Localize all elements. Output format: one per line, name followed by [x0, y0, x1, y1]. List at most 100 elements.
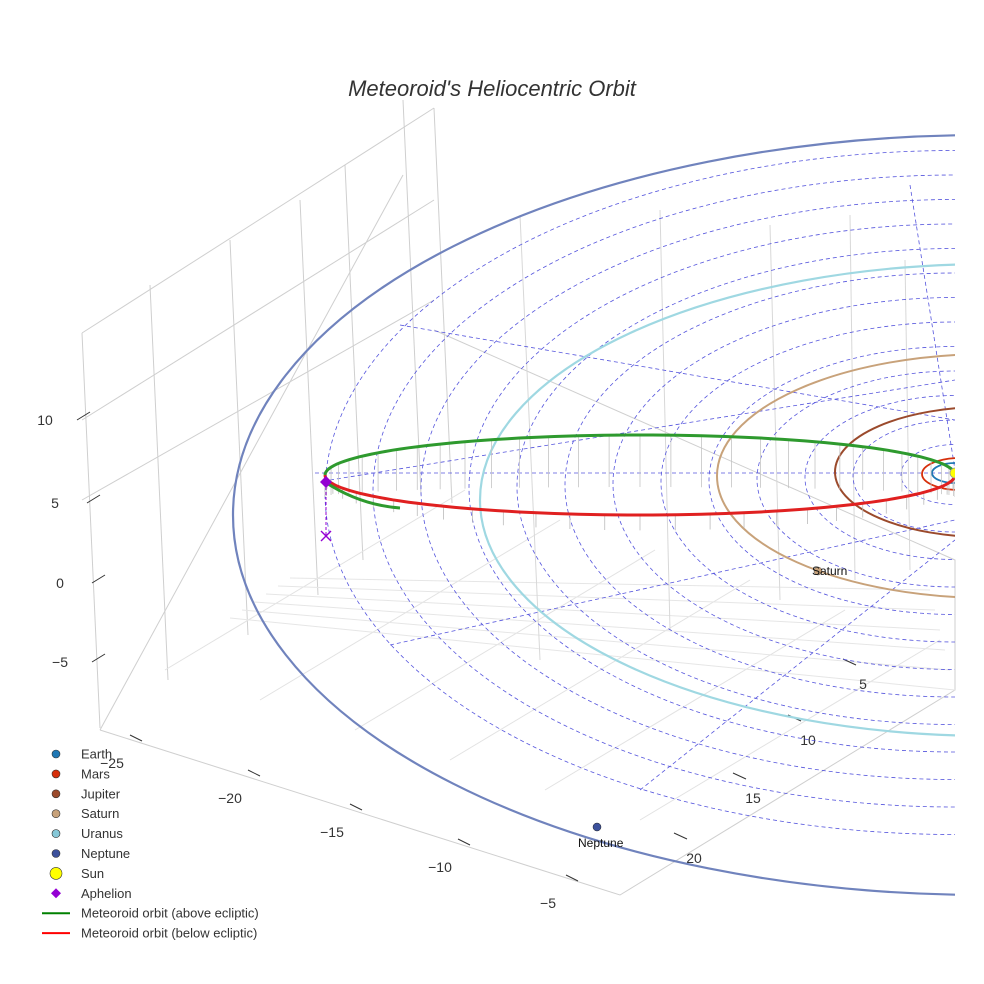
- legend-label: Jupiter: [81, 786, 121, 801]
- guide-line: [909, 184, 955, 471]
- legend-marker: [49, 867, 63, 880]
- y-tick-label: 5: [859, 676, 867, 692]
- grid-line: [253, 601, 946, 651]
- y-tick-label: 15: [745, 790, 761, 806]
- x-tick-label: −20: [218, 790, 242, 806]
- legend: Earth Mars Jupiter Saturn Uranus Neptune Sun Ap…: [42, 747, 259, 941]
- grid-line: [229, 239, 249, 636]
- x-tick-label: −15: [320, 824, 344, 840]
- meteoroid-above-path: [323, 433, 955, 476]
- legend-label: Mars: [81, 766, 110, 781]
- distance-guides: [315, 150, 955, 835]
- grid-line: [433, 107, 453, 504]
- guide-ellipse: [612, 297, 955, 670]
- z-tick-mark: [86, 494, 101, 504]
- guide-ellipse: [660, 321, 955, 643]
- legend-label: Saturn: [81, 806, 119, 821]
- z-tick-label: 5: [51, 495, 59, 511]
- x-tick-label: −10: [428, 859, 452, 875]
- z-tick-label: −5: [52, 654, 68, 670]
- legend-marker: [51, 888, 61, 899]
- saturn-orbit: [716, 354, 955, 598]
- grid-line: [81, 299, 435, 501]
- guide-line: [399, 324, 955, 421]
- guide-ellipse: [372, 174, 955, 808]
- grid-line: [259, 519, 561, 701]
- z-tick-label: 10: [37, 412, 53, 428]
- aphelion-projection-marker: [320, 530, 332, 542]
- mars-orbit: [921, 457, 955, 491]
- legend-label: Meteoroid orbit (above ecliptic): [81, 906, 259, 921]
- grid-line: [81, 332, 101, 729]
- x-tick-label: −5: [540, 895, 556, 911]
- legend-label: Meteoroid orbit (below ecliptic): [81, 926, 257, 941]
- guide-line: [389, 519, 955, 646]
- legend-marker: [51, 749, 61, 759]
- x-tick-label: −25: [100, 755, 124, 771]
- grid-line: [81, 199, 435, 421]
- meteoroid-below-path: [323, 474, 955, 517]
- jupiter-orbit: [834, 407, 955, 537]
- uranus-orbit: [479, 263, 955, 737]
- legend-marker: [51, 769, 61, 779]
- saturn-label: Saturn: [812, 564, 847, 578]
- x-tick-mark: [349, 803, 363, 811]
- earth-orbit: [931, 462, 955, 484]
- z-tick-mark: [91, 574, 106, 584]
- grid-line: [639, 639, 941, 821]
- meteoroid-above-path-tail: [324, 480, 401, 510]
- grid-line: [265, 593, 941, 631]
- guide-line: [639, 539, 955, 791]
- grid-line: [904, 259, 911, 571]
- x-tick-mark: [565, 874, 579, 882]
- guide-ellipse: [420, 199, 955, 780]
- legend-label: Neptune: [81, 846, 130, 861]
- guide-line: [329, 379, 955, 481]
- chart-title: Meteoroid's Heliocentric Orbit: [348, 76, 637, 101]
- planet-labels: Saturn Neptune: [578, 564, 847, 850]
- guide-ellipse: [852, 419, 955, 533]
- legend-marker: [51, 829, 61, 838]
- grid-line: [149, 284, 169, 681]
- grid-line: [277, 585, 936, 611]
- grid-line: [449, 579, 751, 761]
- z-tick-mark: [91, 653, 106, 663]
- x-tick-mark: [457, 838, 471, 846]
- saturn-point: [813, 566, 823, 576]
- grid-line: [241, 609, 951, 671]
- z-tick-label: 0: [56, 575, 64, 591]
- orbit-markers: [320, 467, 955, 832]
- legend-marker: [51, 809, 61, 819]
- grid-edge: [99, 329, 956, 896]
- grid-line: [849, 214, 856, 581]
- meteoroid-orbit: [323, 433, 955, 517]
- legend-label: Aphelion: [81, 886, 132, 901]
- guide-ellipse: [900, 444, 955, 505]
- legend-label: Uranus: [81, 826, 123, 841]
- legend-label: Sun: [81, 866, 104, 881]
- x-tick-mark: [247, 769, 261, 777]
- grid-line: [769, 224, 781, 601]
- grid-line: [229, 617, 956, 691]
- axis-grid: [81, 99, 956, 896]
- neptune-label: Neptune: [578, 836, 624, 850]
- legend-marker: [51, 849, 61, 858]
- legend-label: Earth: [81, 747, 112, 762]
- guide-ellipse: [708, 346, 955, 615]
- legend-marker: [51, 789, 61, 799]
- neptune-point: [592, 822, 602, 832]
- x-tick-mark: [129, 734, 143, 742]
- sun-point: [949, 467, 955, 479]
- guide-ellipse: [564, 272, 955, 698]
- guide-ellipse: [804, 395, 955, 560]
- planet-orbits: [232, 134, 955, 896]
- neptune-orbit: [232, 134, 955, 896]
- meteoroid-stems: [324, 435, 955, 531]
- grid-line: [299, 199, 319, 596]
- grid-line: [164, 489, 466, 671]
- grid-line: [81, 107, 435, 334]
- grid-line: [659, 209, 671, 631]
- y-tick-mark: [732, 772, 747, 780]
